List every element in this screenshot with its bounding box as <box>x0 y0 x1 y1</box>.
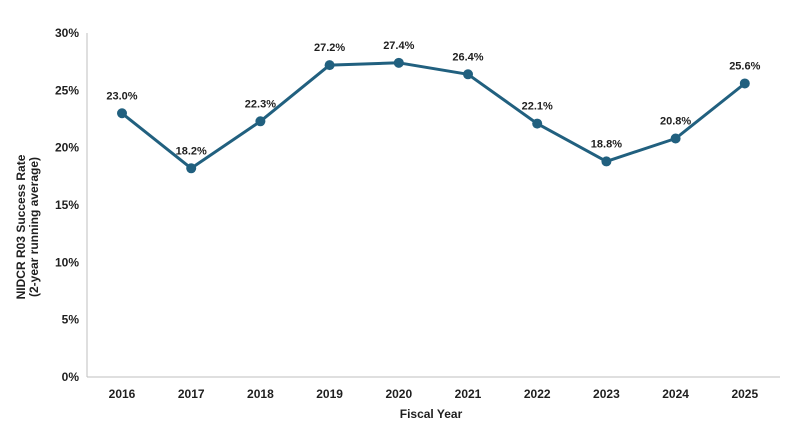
x-tick-label: 2018 <box>247 387 274 401</box>
x-tick-label: 2020 <box>385 387 412 401</box>
data-point <box>670 133 681 144</box>
data-point <box>255 116 266 127</box>
y-axis-title-line1: NIDCR R03 Success Rate <box>14 154 28 299</box>
x-tick-label: 2017 <box>178 387 205 401</box>
x-tick-label: 2016 <box>109 387 136 401</box>
data-label: 27.4% <box>383 40 414 52</box>
data-point <box>739 78 750 89</box>
x-tick-label: 2019 <box>316 387 343 401</box>
x-tick-label: 2025 <box>731 387 758 401</box>
data-label: 20.8% <box>660 115 691 127</box>
x-tick-label: 2023 <box>593 387 620 401</box>
y-tick-label: 10% <box>55 255 79 269</box>
data-label: 25.6% <box>729 60 760 72</box>
data-label: 18.8% <box>591 138 622 150</box>
data-point <box>393 57 404 68</box>
data-label: 27.2% <box>314 42 345 54</box>
data-labels: 23.0% 18.2% 22.3% 27.2% 27.4% 26.4% 22.1% 18.8%… <box>106 40 760 157</box>
y-tick-label: 30% <box>55 26 79 40</box>
x-tick-label: 2021 <box>455 387 482 401</box>
data-point <box>532 118 543 129</box>
y-tick-label: 0% <box>62 370 80 384</box>
data-label: 22.3% <box>245 98 276 110</box>
y-tick-label: 25% <box>55 83 79 97</box>
y-tick-label: 5% <box>62 313 80 327</box>
y-tick-label: 15% <box>55 198 79 212</box>
x-axis-title: Fiscal Year <box>400 407 463 421</box>
y-axis-title-line2: (2-year running average) <box>27 157 41 297</box>
series-line <box>121 61 746 170</box>
data-point <box>117 108 127 119</box>
data-point <box>601 156 612 167</box>
data-label: 18.2% <box>176 145 207 157</box>
data-point <box>324 60 335 71</box>
data-label: 26.4% <box>452 51 483 63</box>
data-point <box>186 163 197 174</box>
y-tick-label: 20% <box>55 141 79 155</box>
data-point <box>463 69 473 80</box>
x-tick-label: 2024 <box>662 387 689 401</box>
x-tick-label: 2022 <box>524 387 551 401</box>
data-label: 23.0% <box>106 90 137 102</box>
series-layer <box>117 57 750 174</box>
data-label: 22.1% <box>522 101 553 113</box>
axes: 0% 5% 10% 15% 20% 25% 30% 2016 2017 2018 2019 2020 2… <box>55 26 780 401</box>
